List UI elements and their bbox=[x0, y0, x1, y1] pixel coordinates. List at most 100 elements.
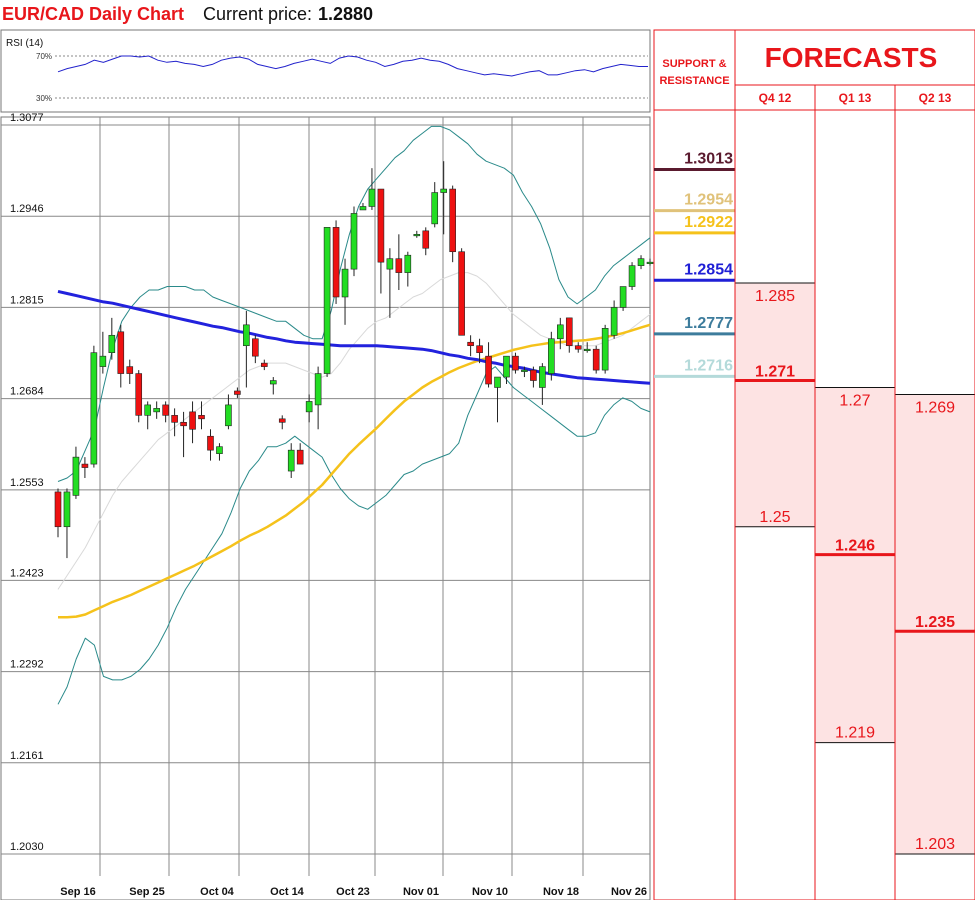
candle-body bbox=[207, 435, 214, 451]
y-tick-label: 1.2161 bbox=[10, 750, 44, 762]
current-price-label: Current price: bbox=[203, 4, 313, 24]
forecast-high-label: 1.27 bbox=[839, 392, 870, 409]
candle-body bbox=[117, 331, 125, 374]
forecast-mid-label: 1.271 bbox=[755, 364, 795, 381]
candle-body bbox=[198, 415, 205, 420]
chart-title: EUR/CAD Daily Chart bbox=[2, 4, 185, 24]
candle-body bbox=[332, 227, 340, 298]
forecasts-title: FORECASTS bbox=[765, 42, 938, 73]
candle-body bbox=[440, 188, 447, 193]
candle-body bbox=[216, 446, 223, 454]
candle-body bbox=[269, 380, 277, 385]
sr-header-line1: SUPPORT & bbox=[662, 58, 726, 70]
candle-body bbox=[72, 456, 80, 496]
candle-body bbox=[619, 286, 627, 308]
x-tick-label: Oct 14 bbox=[270, 886, 305, 898]
candle-body bbox=[323, 227, 331, 374]
candle-body bbox=[512, 355, 519, 371]
candle-body bbox=[278, 418, 286, 423]
y-tick-label: 1.2030 bbox=[10, 841, 44, 853]
candle-body bbox=[54, 491, 62, 528]
candle-body bbox=[63, 491, 71, 528]
sr-level-label: 1.3013 bbox=[684, 151, 733, 168]
sr-level-label: 1.2922 bbox=[684, 214, 733, 231]
y-tick-label: 1.2423 bbox=[10, 567, 44, 579]
candle-body bbox=[359, 206, 367, 211]
forecast-col-header: Q2 13 bbox=[919, 91, 952, 105]
candle-body bbox=[287, 449, 295, 472]
candle-body bbox=[601, 328, 609, 371]
x-tick-label: Sep 16 bbox=[60, 886, 95, 898]
candle-body bbox=[574, 345, 582, 350]
sr-level-label: 1.2777 bbox=[684, 315, 733, 332]
rsi-panel bbox=[0, 29, 651, 113]
sr-level-label: 1.2854 bbox=[684, 261, 733, 278]
forecast-high-label: 1.269 bbox=[915, 399, 955, 416]
forecast-column-border bbox=[894, 109, 975, 900]
x-tick-label: Nov 10 bbox=[472, 886, 508, 898]
candle-body bbox=[431, 192, 439, 225]
rsi-label: RSI (14) bbox=[6, 38, 43, 49]
candle-body bbox=[404, 254, 412, 273]
candle-body bbox=[565, 317, 573, 347]
candle-body bbox=[467, 341, 474, 347]
candle-body bbox=[153, 408, 160, 413]
current-price-value: 1.2880 bbox=[318, 4, 374, 24]
forecast-col-header-box bbox=[734, 84, 816, 111]
sr-header-line2: RESISTANCE bbox=[659, 75, 729, 87]
forecast-low-label: 1.203 bbox=[915, 836, 955, 853]
candle-body bbox=[252, 338, 259, 357]
forecast-col-header-box bbox=[894, 84, 975, 111]
candle-body bbox=[449, 188, 456, 253]
candle-body bbox=[243, 324, 250, 347]
candle-body bbox=[521, 369, 528, 372]
forecast-low-label: 1.219 bbox=[835, 725, 875, 742]
candle-body bbox=[539, 366, 546, 388]
forecasts-title-box bbox=[734, 29, 975, 86]
candle-body bbox=[108, 334, 116, 353]
sr-level-label: 1.2954 bbox=[684, 192, 733, 209]
candle-body bbox=[162, 404, 169, 416]
forecast-range-band bbox=[815, 387, 895, 743]
y-tick-label: 1.2946 bbox=[10, 203, 44, 215]
y-tick-label: 1.2684 bbox=[10, 386, 44, 398]
x-tick-label: Nov 26 bbox=[611, 886, 647, 898]
candle-body bbox=[377, 188, 385, 263]
x-tick-label: Oct 04 bbox=[200, 886, 235, 898]
candle-body bbox=[530, 369, 537, 381]
candle-body bbox=[126, 366, 134, 374]
candle-body bbox=[413, 234, 421, 237]
candle-body bbox=[476, 345, 483, 353]
candle-body bbox=[592, 348, 600, 371]
candle-body bbox=[341, 268, 349, 298]
candle-body bbox=[610, 307, 618, 336]
candle-body bbox=[485, 355, 492, 385]
candle-body bbox=[296, 449, 304, 465]
candle-body bbox=[171, 415, 178, 423]
rsi-level-low: 30% bbox=[36, 94, 52, 103]
candle-body bbox=[646, 261, 654, 264]
candle-body bbox=[637, 258, 645, 266]
candle-body bbox=[225, 404, 232, 427]
candle-body bbox=[90, 352, 98, 465]
candle-body bbox=[368, 188, 376, 207]
forecast-range-band bbox=[895, 394, 975, 854]
candle-body bbox=[548, 338, 555, 374]
forecast-high-label: 1.285 bbox=[755, 288, 795, 305]
candle-body bbox=[144, 404, 151, 416]
rsi-line bbox=[57, 55, 648, 77]
candle-body bbox=[99, 355, 107, 367]
bollinger-lower-line bbox=[57, 366, 651, 705]
candle-body bbox=[583, 348, 591, 352]
candle-body bbox=[350, 213, 358, 270]
y-tick-label: 1.2815 bbox=[10, 294, 44, 306]
candle-body bbox=[261, 362, 268, 367]
candle-body bbox=[458, 251, 465, 336]
x-tick-label: Nov 18 bbox=[543, 886, 579, 898]
x-tick-label: Nov 01 bbox=[403, 886, 439, 898]
forecast-col-header: Q4 12 bbox=[759, 91, 792, 105]
forecast-mid-label: 1.235 bbox=[915, 614, 955, 631]
chart-header: EUR/CAD Daily Chart Current price: 1.288… bbox=[0, 0, 650, 30]
candle-body bbox=[422, 230, 430, 249]
